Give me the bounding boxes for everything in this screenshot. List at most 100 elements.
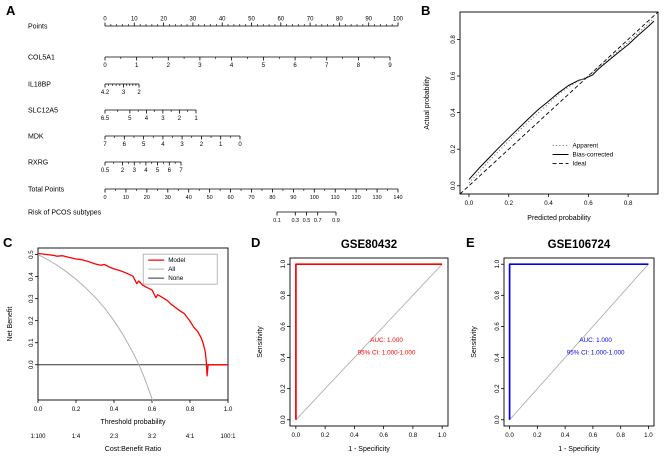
svg-text:Sensitivity: Sensitivity — [471, 326, 478, 358]
svg-text:5: 5 — [156, 168, 160, 174]
svg-text:120: 120 — [352, 195, 361, 201]
svg-text:0.6: 0.6 — [589, 432, 598, 439]
svg-text:0.2: 0.2 — [28, 316, 35, 325]
svg-text:SLC12A5: SLC12A5 — [28, 108, 58, 115]
svg-text:1 - Specificity: 1 - Specificity — [348, 446, 390, 453]
svg-text:9: 9 — [388, 63, 392, 69]
svg-text:None: None — [168, 275, 184, 282]
svg-text:0.4: 0.4 — [494, 353, 501, 362]
svg-text:7: 7 — [103, 142, 107, 148]
svg-text:4: 4 — [145, 116, 149, 122]
svg-text:2: 2 — [200, 142, 204, 148]
dca-svg: 0.0 0.2 0.4 0.6 0.8 1.0 0.0 0.1 0.2 0.3 0.4 0.5 Thre… — [7, 247, 236, 453]
svg-text:2: 2 — [137, 90, 141, 96]
svg-text:1.0: 1.0 — [438, 432, 447, 439]
panel-d-roc: 0.0 0.2 0.4 0.6 0.8 1.0 0.0 0.2 0.4 0.6 0.8 1.0 1 - … — [248, 234, 462, 467]
svg-text:0.0: 0.0 — [505, 432, 514, 439]
svg-text:4: 4 — [230, 63, 234, 69]
panel-a-nomogram: Points 0 10 20 30 40 50 60 70 80 90 100 COL5A1 0 1 2 3 4 5… — [0, 0, 415, 234]
svg-text:7: 7 — [179, 168, 183, 174]
svg-text:40: 40 — [186, 195, 192, 201]
svg-text:4.2: 4.2 — [101, 90, 110, 96]
svg-text:100:1: 100:1 — [220, 434, 236, 440]
svg-text:30: 30 — [165, 195, 171, 201]
svg-text:6: 6 — [293, 63, 297, 69]
svg-text:0.0: 0.0 — [465, 200, 474, 207]
svg-text:Actual probability: Actual probability — [424, 76, 431, 130]
svg-text:0.8: 0.8 — [494, 290, 501, 299]
roc2-svg: 0.0 0.2 0.4 0.6 0.8 1.0 0.0 0.2 0.4 0.6 0.8 1.0 1 - … — [471, 257, 655, 453]
svg-text:0.4: 0.4 — [561, 432, 570, 439]
svg-text:Cost:Benefit Ratio: Cost:Benefit Ratio — [105, 446, 162, 453]
panel-label-b: B — [421, 3, 431, 18]
svg-text:5: 5 — [128, 116, 132, 122]
svg-text:20: 20 — [144, 195, 150, 201]
svg-text:20: 20 — [160, 17, 167, 23]
panel-b-calibration: 0.0 0.2 0.4 0.6 0.8 0.0 0.2 0.4 0.6 0.8 Predicted … — [415, 0, 667, 234]
svg-text:Sensitivity: Sensitivity — [257, 326, 264, 358]
svg-text:COL5A1: COL5A1 — [28, 55, 55, 62]
svg-text:0.3: 0.3 — [291, 218, 299, 224]
svg-text:0.9: 0.9 — [332, 218, 340, 224]
svg-text:0.7: 0.7 — [314, 218, 322, 224]
svg-text:0.8: 0.8 — [450, 35, 457, 44]
svg-text:1:4: 1:4 — [72, 434, 81, 440]
svg-text:2: 2 — [167, 63, 171, 69]
svg-text:3:2: 3:2 — [148, 434, 157, 440]
svg-text:0.2: 0.2 — [450, 144, 457, 153]
svg-text:0.2: 0.2 — [280, 384, 287, 393]
panel-d-title: GSE80432 — [340, 239, 398, 251]
svg-text:95% CI: 1.000-1.000: 95% CI: 1.000-1.000 — [567, 349, 625, 356]
svg-text:Net Benefit: Net Benefit — [7, 307, 14, 342]
svg-text:0.0: 0.0 — [450, 181, 457, 190]
svg-text:0.4: 0.4 — [544, 200, 553, 207]
svg-text:70: 70 — [307, 17, 314, 23]
calibration-svg: 0.0 0.2 0.4 0.6 0.8 0.0 0.2 0.4 0.6 0.8 Predicted … — [424, 11, 659, 222]
svg-text:50: 50 — [248, 17, 255, 23]
svg-text:6: 6 — [168, 168, 172, 174]
svg-text:0: 0 — [238, 142, 242, 148]
svg-text:0: 0 — [103, 17, 107, 23]
svg-text:RXRG: RXRG — [28, 160, 48, 167]
svg-text:100: 100 — [310, 195, 319, 201]
svg-text:4:1: 4:1 — [186, 434, 195, 440]
svg-text:1:100: 1:100 — [30, 434, 46, 440]
svg-text:Apparent: Apparent — [573, 143, 599, 150]
svg-text:0.5: 0.5 — [28, 250, 35, 259]
svg-text:5: 5 — [262, 63, 266, 69]
svg-text:0: 0 — [103, 195, 106, 201]
svg-text:0.6: 0.6 — [450, 71, 457, 80]
svg-text:0.2: 0.2 — [321, 432, 330, 439]
svg-text:1: 1 — [135, 63, 139, 69]
svg-text:0.0: 0.0 — [292, 432, 301, 439]
svg-text:0.8: 0.8 — [280, 290, 287, 299]
svg-text:0.4: 0.4 — [350, 432, 359, 439]
svg-text:0.0: 0.0 — [28, 360, 35, 369]
svg-text:0.5: 0.5 — [101, 168, 110, 174]
panel-e-title: GSE106724 — [547, 239, 611, 251]
svg-text:1 - Specificity: 1 - Specificity — [558, 446, 600, 453]
svg-text:5: 5 — [142, 142, 146, 148]
svg-text:3: 3 — [161, 116, 165, 122]
svg-text:8: 8 — [357, 63, 361, 69]
svg-text:1: 1 — [219, 142, 223, 148]
svg-text:40: 40 — [219, 17, 226, 23]
svg-text:0.3: 0.3 — [28, 294, 35, 303]
svg-text:Bias-corrected: Bias-corrected — [573, 152, 614, 159]
svg-text:0.4: 0.4 — [28, 272, 35, 281]
svg-text:0.8: 0.8 — [186, 406, 195, 413]
svg-text:1.0: 1.0 — [280, 259, 287, 268]
svg-text:3: 3 — [122, 90, 126, 96]
svg-text:1.0: 1.0 — [494, 259, 501, 268]
svg-text:2: 2 — [121, 168, 125, 174]
svg-text:MDK: MDK — [28, 134, 44, 141]
svg-text:0.4: 0.4 — [450, 108, 457, 117]
panel-label-c: C — [3, 235, 13, 250]
svg-text:Predicted probability: Predicted probability — [527, 215, 591, 222]
svg-text:3: 3 — [180, 142, 184, 148]
svg-text:0.6: 0.6 — [379, 432, 388, 439]
svg-text:0.8: 0.8 — [616, 432, 625, 439]
svg-text:0.6: 0.6 — [280, 322, 287, 331]
svg-text:0.0: 0.0 — [280, 415, 287, 424]
